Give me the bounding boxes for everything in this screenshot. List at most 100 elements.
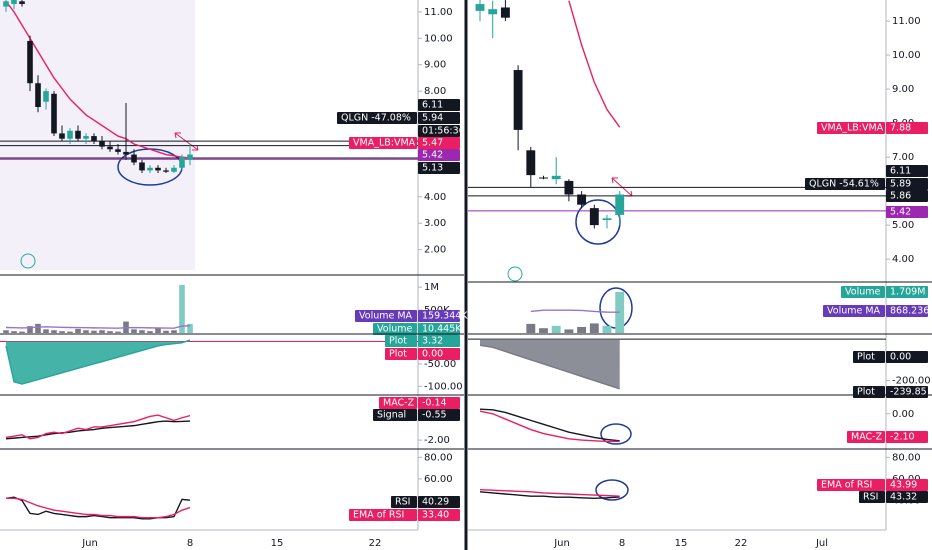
tag-name: MAC-Z [383, 398, 415, 409]
price-tag [886, 122, 928, 134]
tag-name: Volume [377, 324, 412, 335]
price-tag [418, 137, 460, 149]
price-tag [418, 397, 460, 409]
tag-name: QLGN -54.61% [809, 179, 879, 190]
x-tick-label: 15 [675, 538, 688, 549]
price-tag [886, 479, 928, 491]
price-tag-label: 43.32 [890, 492, 917, 503]
y-tick-label: 9.00 [892, 84, 914, 95]
price-tag [418, 509, 460, 521]
tag-name-box [823, 305, 885, 317]
price-tag [886, 206, 928, 218]
y-tick-label: 11.00 [424, 7, 453, 18]
tag-name-box [859, 491, 885, 503]
price-tag-label: 7.88 [890, 123, 911, 134]
price-tag [418, 99, 460, 111]
indicator-line [530, 309, 620, 313]
y-tick-label: 1M [424, 282, 439, 293]
tag-name-box [355, 310, 417, 322]
price-tag [886, 190, 928, 202]
price-tag-label: -2.10 [890, 432, 915, 443]
volume-bar [115, 331, 121, 333]
x-tick-label: 15 [271, 538, 284, 549]
volume-bar [51, 330, 57, 333]
candle-body [615, 194, 625, 215]
candle-body [83, 136, 89, 139]
price-tag [886, 165, 928, 177]
tag-name: Volume MA [827, 306, 881, 317]
price-tag [418, 112, 460, 124]
candle-body [577, 194, 587, 205]
y-tick-label: -50.00 [424, 359, 456, 370]
volume-bar [27, 326, 33, 333]
price-tag [418, 323, 460, 335]
y-tick-label: 2.00 [424, 245, 446, 256]
candle-body [3, 1, 9, 7]
volume-bar [551, 325, 561, 333]
volume-bar [11, 331, 17, 333]
volume-bar [107, 331, 113, 333]
volume-bar [564, 329, 574, 333]
price-tag-label: 1.709M [890, 287, 925, 298]
price-tag-label: 0.00 [422, 349, 443, 360]
x-tick-label: 8 [187, 538, 193, 549]
price-tag [418, 409, 460, 421]
tag-name: Volume MA [359, 311, 413, 322]
volume-bar [139, 330, 145, 333]
price-tag-label: 01:56:36 [422, 126, 465, 137]
candle-body [155, 167, 161, 171]
x-tick-label: 22 [369, 538, 382, 549]
tag-name-box [385, 348, 417, 360]
candle-body [526, 150, 536, 176]
tag-name: EMA of RSI [353, 510, 404, 521]
candle-body [99, 141, 105, 147]
candle-body [131, 154, 137, 163]
price-tag-label: 159.344K [422, 311, 468, 322]
tag-name: Plot [857, 352, 875, 363]
tag-name-box [391, 496, 417, 508]
price-tag-label: -239.85 [890, 387, 927, 398]
price-tag [886, 305, 928, 317]
price-tag [418, 496, 460, 508]
tag-name-box [337, 112, 417, 124]
y-tick-label: 9.00 [424, 60, 446, 71]
volume-bar [99, 330, 105, 333]
price-tag [886, 431, 928, 443]
volume-bar [155, 328, 161, 333]
price-tag-label: 0.00 [890, 352, 911, 363]
tag-name-box [817, 479, 885, 491]
volume-bar [91, 330, 97, 333]
indicator-line [5, 339, 191, 385]
volume-bar [83, 330, 89, 333]
price-tag-label: 33.40 [422, 510, 449, 521]
indicator-line [479, 410, 620, 443]
volume-bar [147, 331, 153, 333]
tag-name-box [379, 397, 417, 409]
tag-name: Plot [389, 336, 407, 347]
candle-body [35, 83, 41, 107]
tag-name-box [385, 335, 417, 347]
volume-bar [171, 330, 177, 333]
tag-name: Plot [389, 349, 407, 360]
tag-name-box [349, 137, 417, 149]
x-tick-label: Jun [81, 538, 98, 549]
volume-bar [67, 331, 73, 333]
y-tick-label: 4.00 [892, 254, 914, 265]
candle-body [19, 1, 25, 4]
indicator-line [479, 408, 620, 442]
price-tag [886, 286, 928, 298]
volume-bar [179, 284, 185, 333]
price-tag-label: 5.42 [422, 150, 443, 161]
price-tag [886, 178, 928, 190]
tag-name: Volume [845, 287, 880, 298]
tag-name-box [373, 409, 417, 421]
highlight-circle [600, 423, 632, 445]
candle-body [115, 149, 121, 152]
price-tag [886, 491, 928, 503]
candle-body [171, 167, 177, 172]
candle-body [500, 7, 510, 18]
indicator-line [5, 420, 191, 440]
highlight-circle [595, 479, 629, 501]
tag-name-box [847, 431, 885, 443]
